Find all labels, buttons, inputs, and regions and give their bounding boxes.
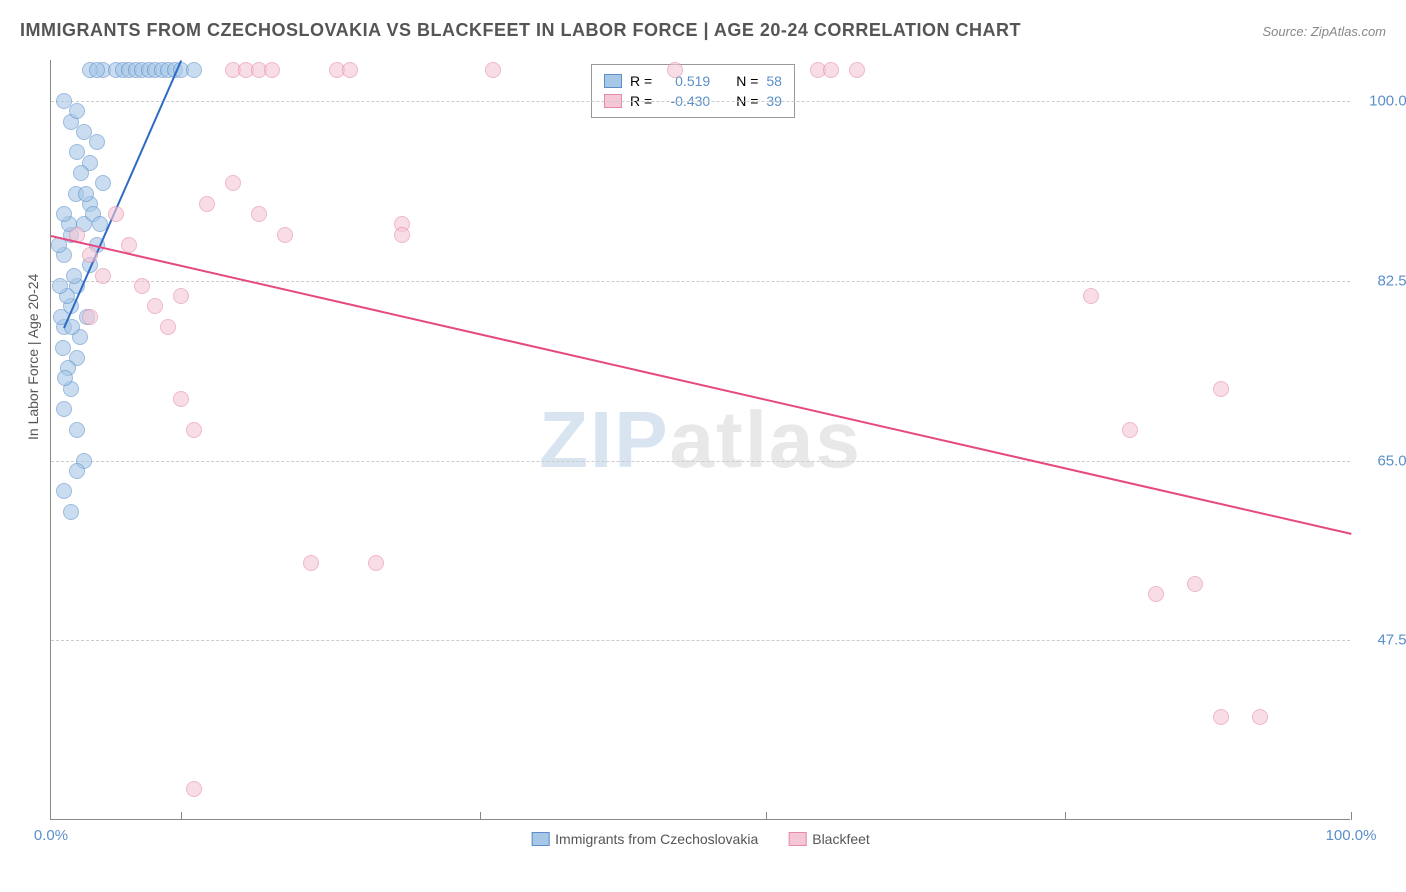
data-point bbox=[95, 175, 111, 191]
data-point bbox=[199, 196, 215, 212]
y-tick-label: 65.0% bbox=[1360, 452, 1406, 469]
data-point bbox=[69, 103, 85, 119]
legend-item: Immigrants from Czechoslovakia bbox=[531, 831, 758, 847]
data-point bbox=[52, 278, 68, 294]
data-point bbox=[186, 62, 202, 78]
gridline-v bbox=[181, 812, 182, 820]
data-point bbox=[82, 247, 98, 263]
data-point bbox=[667, 62, 683, 78]
correlation-legend: R = 0.519 N = 58 R = -0.430 N = 39 bbox=[591, 64, 795, 118]
data-point bbox=[849, 62, 865, 78]
data-point bbox=[173, 288, 189, 304]
data-point bbox=[1213, 381, 1229, 397]
data-point bbox=[186, 781, 202, 797]
data-point bbox=[1252, 709, 1268, 725]
data-point bbox=[66, 268, 82, 284]
series-legend: Immigrants from Czechoslovakia Blackfeet bbox=[531, 831, 870, 847]
gridline-v bbox=[1065, 812, 1066, 820]
gridline-v bbox=[766, 812, 767, 820]
y-tick-label: 100.0% bbox=[1360, 93, 1406, 110]
legend-label: Immigrants from Czechoslovakia bbox=[555, 831, 758, 847]
data-point bbox=[147, 298, 163, 314]
data-point bbox=[95, 268, 111, 284]
n-label: N = bbox=[736, 73, 758, 89]
source-credit: Source: ZipAtlas.com bbox=[1262, 24, 1386, 39]
data-point bbox=[186, 422, 202, 438]
swatch-icon bbox=[531, 832, 549, 846]
swatch-icon bbox=[604, 74, 622, 88]
gridline-h bbox=[51, 640, 1350, 641]
data-point bbox=[160, 319, 176, 335]
data-point bbox=[173, 391, 189, 407]
data-point bbox=[89, 62, 105, 78]
data-point bbox=[108, 206, 124, 222]
data-point bbox=[134, 278, 150, 294]
data-point bbox=[56, 401, 72, 417]
legend-item: Blackfeet bbox=[788, 831, 870, 847]
r-label: R = bbox=[630, 73, 652, 89]
chart-title: IMMIGRANTS FROM CZECHOSLOVAKIA VS BLACKF… bbox=[20, 20, 1021, 41]
data-point bbox=[78, 186, 94, 202]
data-point bbox=[1083, 288, 1099, 304]
y-axis-title: In Labor Force | Age 20-24 bbox=[25, 274, 41, 440]
data-point bbox=[485, 62, 501, 78]
legend-label: Blackfeet bbox=[812, 831, 870, 847]
trend-line bbox=[51, 235, 1351, 535]
data-point bbox=[277, 227, 293, 243]
n-value: 58 bbox=[766, 73, 782, 89]
data-point bbox=[56, 483, 72, 499]
legend-row: R = 0.519 N = 58 bbox=[604, 71, 782, 91]
data-point bbox=[1148, 586, 1164, 602]
data-point bbox=[342, 62, 358, 78]
scatter-chart: ZIPatlas R = 0.519 N = 58 R = -0.430 N =… bbox=[50, 60, 1350, 820]
data-point bbox=[1187, 576, 1203, 592]
data-point bbox=[823, 62, 839, 78]
data-point bbox=[303, 555, 319, 571]
data-point bbox=[121, 237, 137, 253]
data-point bbox=[394, 227, 410, 243]
r-value: 0.519 bbox=[660, 73, 710, 89]
y-tick-label: 47.5% bbox=[1360, 632, 1406, 649]
data-point bbox=[225, 175, 241, 191]
data-point bbox=[89, 134, 105, 150]
watermark: ZIPatlas bbox=[539, 394, 862, 486]
gridline-v bbox=[480, 812, 481, 820]
data-point bbox=[69, 422, 85, 438]
data-point bbox=[368, 555, 384, 571]
x-tick-label: 100.0% bbox=[1326, 827, 1377, 844]
x-tick-label: 0.0% bbox=[34, 827, 68, 844]
data-point bbox=[1122, 422, 1138, 438]
data-point bbox=[57, 370, 73, 386]
data-point bbox=[251, 206, 267, 222]
data-point bbox=[1213, 709, 1229, 725]
data-point bbox=[55, 340, 71, 356]
y-tick-label: 82.5% bbox=[1360, 272, 1406, 289]
gridline-h bbox=[51, 461, 1350, 462]
data-point bbox=[63, 504, 79, 520]
gridline-h bbox=[51, 101, 1350, 102]
data-point bbox=[82, 309, 98, 325]
data-point bbox=[69, 463, 85, 479]
swatch-icon bbox=[788, 832, 806, 846]
data-point bbox=[56, 206, 72, 222]
data-point bbox=[73, 165, 89, 181]
data-point bbox=[264, 62, 280, 78]
gridline-v bbox=[1351, 812, 1352, 820]
